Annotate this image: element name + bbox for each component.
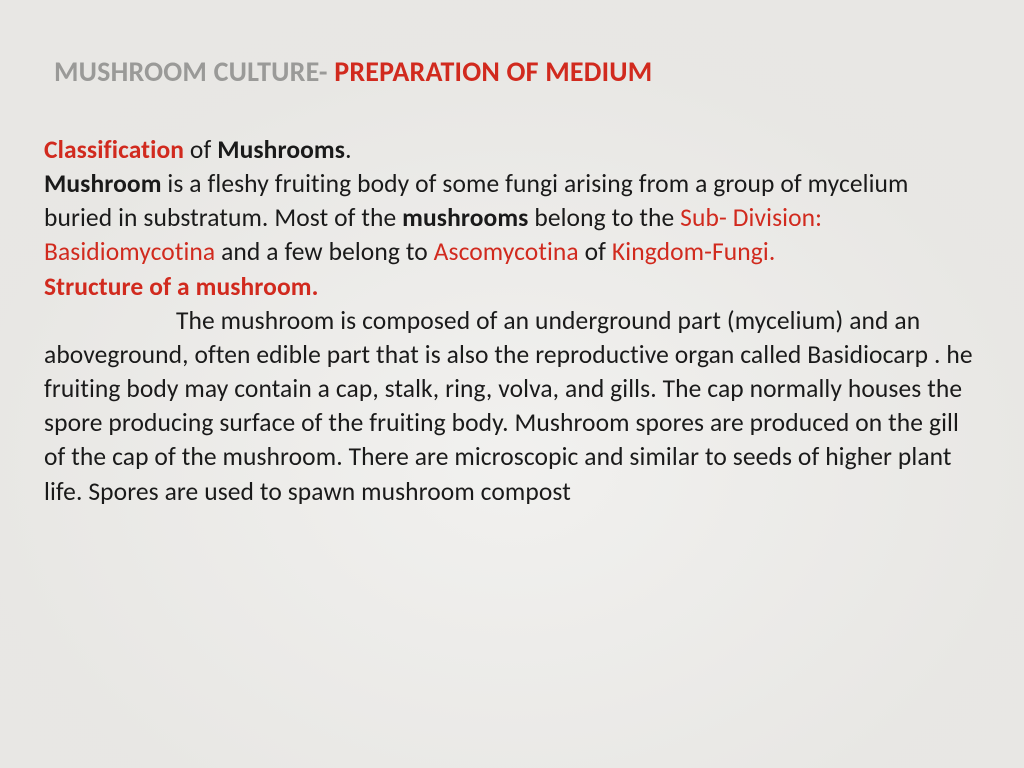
text-of-2: of [579,236,612,267]
slide-container: MUSHROOM CULTURE- PREPARATION OF MEDIUM … [0,0,1024,768]
text-classification-label: Classification [44,134,184,165]
text-structure-paragraph: The mushroom is composed of an undergrou… [44,305,973,507]
text-ascomycotina: Ascomycotina [434,236,579,267]
text-kingdom-fungi: Kingdom-Fungi. [612,236,776,267]
slide-body: Classification of Mushrooms. Mushroom is… [44,133,980,509]
text-of: of [184,134,217,165]
text-structure-heading: Structure of a mushroom. [44,271,319,302]
text-mushroom-lead: Mushroom [44,168,162,199]
text-and-few: and a few belong to [215,236,433,267]
text-period: . [345,134,352,165]
title-part-red: PREPARATION OF MEDIUM [334,54,652,89]
title-part-gray: MUSHROOM CULTURE- [54,54,334,89]
text-mushrooms-word: Mushrooms [217,134,345,165]
text-belong: belong to the [528,202,680,233]
text-mushrooms-word-2: mushrooms [402,202,528,233]
slide-title: MUSHROOM CULTURE- PREPARATION OF MEDIUM [54,54,980,89]
